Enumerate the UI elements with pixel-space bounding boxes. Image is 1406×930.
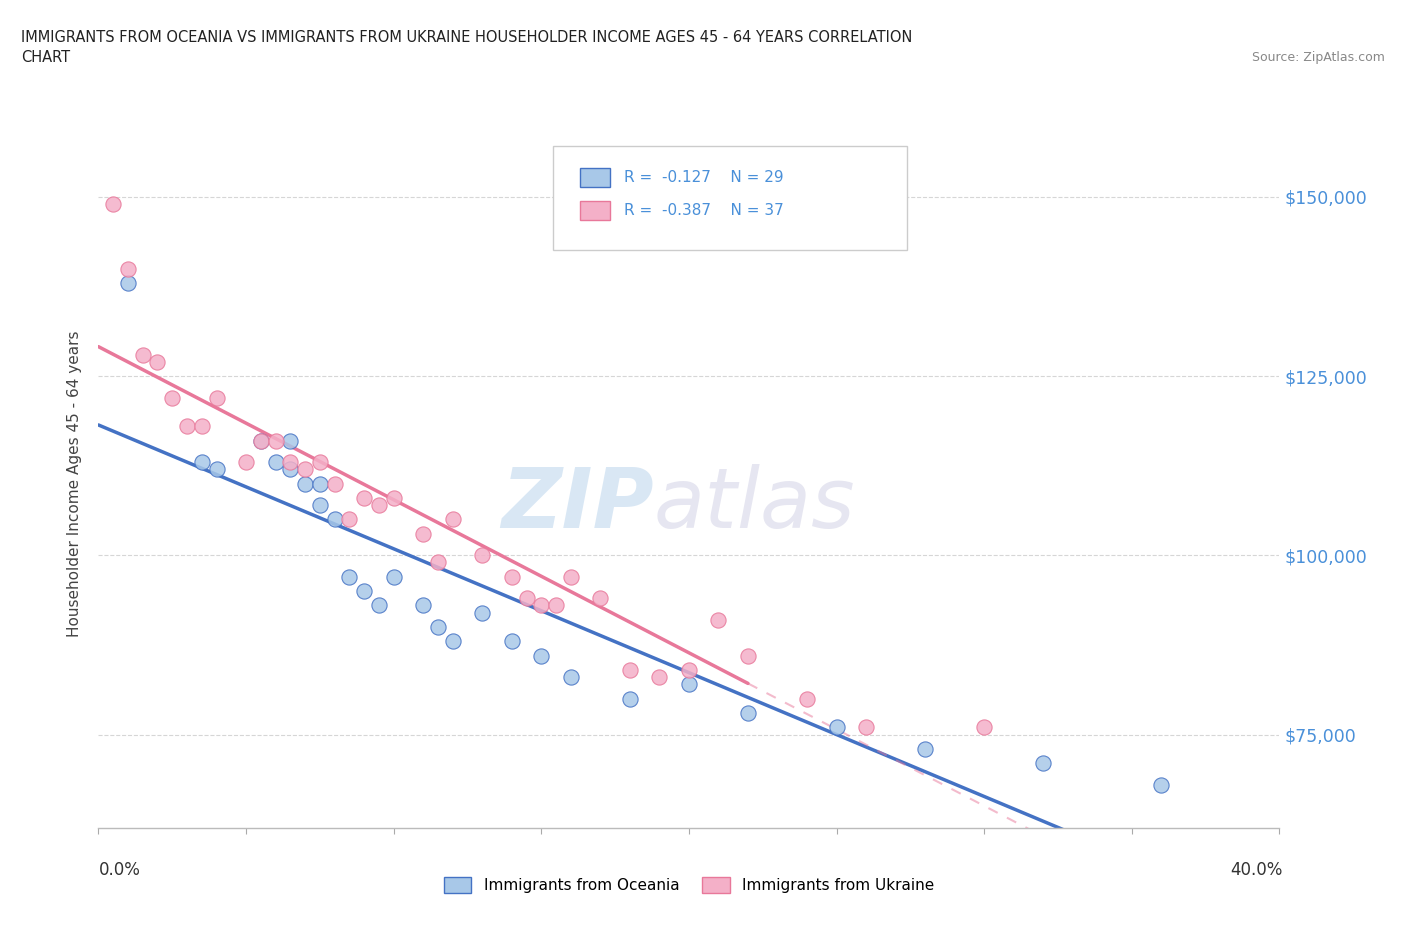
Text: ZIP: ZIP bbox=[501, 464, 654, 545]
Point bbox=[973, 720, 995, 735]
Point bbox=[427, 619, 450, 634]
Point bbox=[1032, 756, 1054, 771]
Point bbox=[914, 741, 936, 756]
Point bbox=[294, 476, 316, 491]
Point bbox=[619, 662, 641, 677]
Point bbox=[855, 720, 877, 735]
Point bbox=[278, 455, 302, 470]
Point bbox=[515, 591, 537, 605]
Point bbox=[441, 634, 464, 649]
Point bbox=[1150, 777, 1173, 792]
Point bbox=[501, 569, 523, 584]
FancyBboxPatch shape bbox=[581, 201, 610, 220]
Point bbox=[264, 433, 287, 448]
Point bbox=[103, 196, 125, 211]
FancyBboxPatch shape bbox=[581, 167, 610, 187]
Point bbox=[471, 548, 494, 563]
Point bbox=[132, 347, 155, 362]
Point bbox=[560, 670, 582, 684]
Point bbox=[382, 569, 405, 584]
Text: CHART: CHART bbox=[21, 50, 70, 65]
Point bbox=[707, 612, 730, 627]
Point bbox=[353, 584, 375, 599]
Point bbox=[530, 598, 553, 613]
Point bbox=[250, 433, 273, 448]
Point bbox=[309, 498, 332, 512]
Point bbox=[368, 598, 391, 613]
Point bbox=[339, 569, 360, 584]
Point bbox=[648, 670, 671, 684]
Point bbox=[825, 720, 848, 735]
Point bbox=[264, 455, 287, 470]
Point bbox=[278, 462, 302, 477]
Point bbox=[294, 462, 316, 477]
Point bbox=[353, 490, 375, 505]
Point bbox=[737, 706, 759, 721]
Point bbox=[205, 390, 228, 405]
Point bbox=[323, 476, 346, 491]
Point bbox=[427, 555, 450, 570]
Point bbox=[796, 691, 818, 706]
Point bbox=[117, 261, 139, 276]
Point bbox=[191, 455, 214, 470]
Point bbox=[560, 569, 582, 584]
Point bbox=[530, 648, 553, 663]
Text: R =  -0.127    N = 29: R = -0.127 N = 29 bbox=[624, 170, 783, 185]
Point bbox=[619, 691, 641, 706]
Point bbox=[382, 490, 405, 505]
Point bbox=[205, 462, 228, 477]
Point bbox=[117, 275, 139, 290]
Point bbox=[368, 498, 391, 512]
Text: R =  -0.387    N = 37: R = -0.387 N = 37 bbox=[624, 203, 783, 218]
Text: IMMIGRANTS FROM OCEANIA VS IMMIGRANTS FROM UKRAINE HOUSEHOLDER INCOME AGES 45 - : IMMIGRANTS FROM OCEANIA VS IMMIGRANTS FR… bbox=[21, 30, 912, 45]
Point bbox=[146, 354, 169, 369]
Point bbox=[191, 418, 214, 433]
Point bbox=[412, 526, 434, 541]
Point bbox=[589, 591, 612, 605]
Point bbox=[412, 598, 434, 613]
Point bbox=[441, 512, 464, 527]
Point bbox=[339, 512, 360, 527]
Point bbox=[309, 455, 332, 470]
Text: 0.0%: 0.0% bbox=[98, 860, 141, 879]
Y-axis label: Householder Income Ages 45 - 64 years: Householder Income Ages 45 - 64 years bbox=[67, 330, 83, 637]
Point bbox=[678, 677, 700, 692]
Point bbox=[176, 418, 198, 433]
Text: 40.0%: 40.0% bbox=[1230, 860, 1282, 879]
Point bbox=[250, 433, 273, 448]
Point bbox=[278, 433, 302, 448]
Point bbox=[162, 390, 183, 405]
Legend: Immigrants from Oceania, Immigrants from Ukraine: Immigrants from Oceania, Immigrants from… bbox=[437, 871, 941, 899]
Text: Source: ZipAtlas.com: Source: ZipAtlas.com bbox=[1251, 51, 1385, 64]
Point bbox=[235, 455, 257, 470]
Point bbox=[737, 648, 759, 663]
Text: atlas: atlas bbox=[654, 464, 855, 545]
Point bbox=[678, 662, 700, 677]
FancyBboxPatch shape bbox=[553, 146, 907, 249]
Point bbox=[309, 476, 332, 491]
Point bbox=[546, 598, 568, 613]
Point bbox=[501, 634, 523, 649]
Point bbox=[471, 605, 494, 620]
Point bbox=[323, 512, 346, 527]
